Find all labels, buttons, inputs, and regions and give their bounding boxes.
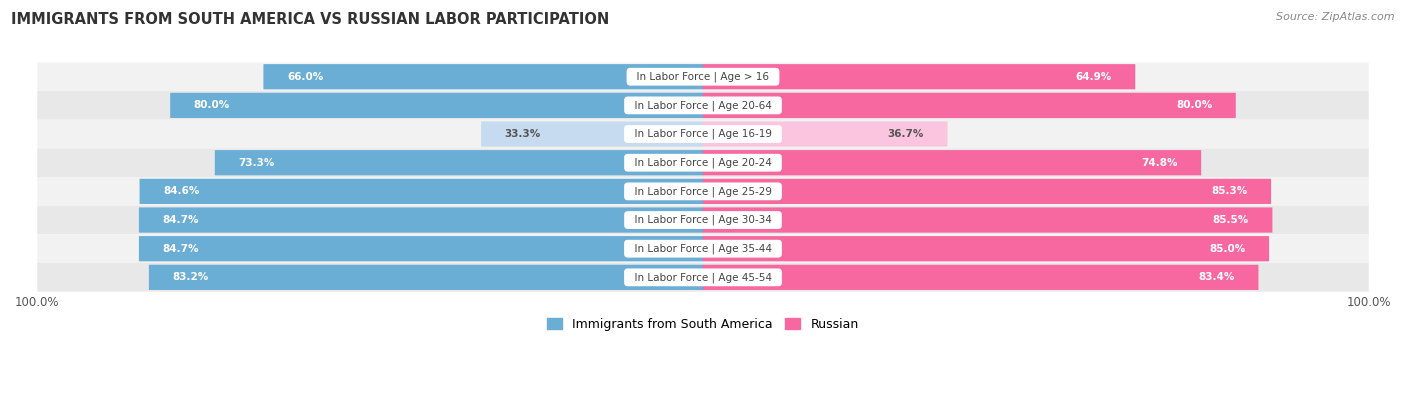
Text: In Labor Force | Age 20-24: In Labor Force | Age 20-24 <box>628 158 778 168</box>
Text: 85.3%: 85.3% <box>1212 186 1247 196</box>
Text: In Labor Force | Age 20-64: In Labor Force | Age 20-64 <box>628 100 778 111</box>
Legend: Immigrants from South America, Russian: Immigrants from South America, Russian <box>543 313 863 336</box>
FancyBboxPatch shape <box>703 236 1270 261</box>
FancyBboxPatch shape <box>481 121 703 147</box>
Text: In Labor Force | Age 16-19: In Labor Force | Age 16-19 <box>627 129 779 139</box>
FancyBboxPatch shape <box>139 207 703 233</box>
FancyBboxPatch shape <box>37 263 1369 292</box>
FancyBboxPatch shape <box>703 150 1201 175</box>
FancyBboxPatch shape <box>37 177 1369 206</box>
Text: 83.2%: 83.2% <box>173 273 208 282</box>
FancyBboxPatch shape <box>170 93 703 118</box>
Text: In Labor Force | Age 25-29: In Labor Force | Age 25-29 <box>627 186 779 197</box>
FancyBboxPatch shape <box>703 207 1272 233</box>
FancyBboxPatch shape <box>139 179 703 204</box>
Text: In Labor Force | Age > 16: In Labor Force | Age > 16 <box>630 71 776 82</box>
FancyBboxPatch shape <box>149 265 703 290</box>
FancyBboxPatch shape <box>37 206 1369 234</box>
Text: 33.3%: 33.3% <box>505 129 541 139</box>
Text: IMMIGRANTS FROM SOUTH AMERICA VS RUSSIAN LABOR PARTICIPATION: IMMIGRANTS FROM SOUTH AMERICA VS RUSSIAN… <box>11 12 609 27</box>
Text: 64.9%: 64.9% <box>1076 72 1112 82</box>
FancyBboxPatch shape <box>215 150 703 175</box>
Text: 80.0%: 80.0% <box>1175 100 1212 110</box>
FancyBboxPatch shape <box>703 179 1271 204</box>
FancyBboxPatch shape <box>37 120 1369 149</box>
Text: In Labor Force | Age 45-54: In Labor Force | Age 45-54 <box>627 272 779 282</box>
FancyBboxPatch shape <box>37 234 1369 263</box>
Text: 84.7%: 84.7% <box>163 244 198 254</box>
FancyBboxPatch shape <box>37 149 1369 177</box>
Text: 36.7%: 36.7% <box>887 129 924 139</box>
Text: 80.0%: 80.0% <box>194 100 231 110</box>
Text: 85.5%: 85.5% <box>1212 215 1249 225</box>
Text: In Labor Force | Age 35-44: In Labor Force | Age 35-44 <box>627 243 779 254</box>
Text: 66.0%: 66.0% <box>287 72 323 82</box>
Text: In Labor Force | Age 30-34: In Labor Force | Age 30-34 <box>628 215 778 225</box>
FancyBboxPatch shape <box>703 93 1236 118</box>
Text: 84.6%: 84.6% <box>163 186 200 196</box>
FancyBboxPatch shape <box>139 236 703 261</box>
Text: 74.8%: 74.8% <box>1142 158 1178 168</box>
FancyBboxPatch shape <box>703 64 1135 89</box>
FancyBboxPatch shape <box>37 91 1369 120</box>
FancyBboxPatch shape <box>263 64 703 89</box>
FancyBboxPatch shape <box>703 265 1258 290</box>
FancyBboxPatch shape <box>37 62 1369 91</box>
FancyBboxPatch shape <box>703 121 948 147</box>
Text: Source: ZipAtlas.com: Source: ZipAtlas.com <box>1277 12 1395 22</box>
Text: 73.3%: 73.3% <box>238 158 274 168</box>
Text: 85.0%: 85.0% <box>1209 244 1246 254</box>
Text: 84.7%: 84.7% <box>163 215 198 225</box>
Text: 83.4%: 83.4% <box>1198 273 1234 282</box>
